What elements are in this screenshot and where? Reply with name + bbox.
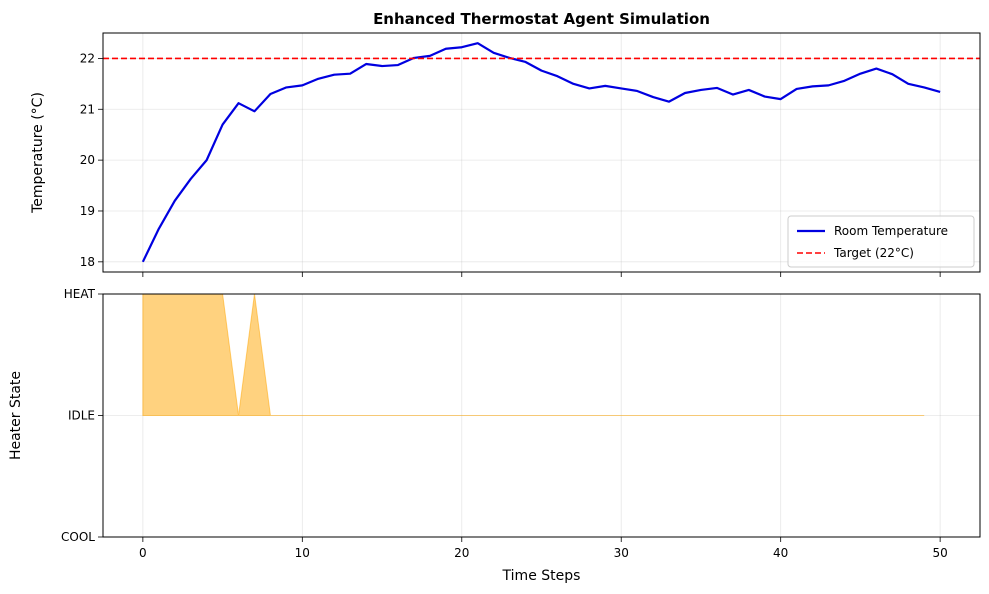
x-tick-label-50: 50 — [932, 546, 947, 560]
temperature-y-tick-label-21: 21 — [80, 102, 95, 116]
temperature-y-tick-label-18: 18 — [80, 255, 95, 269]
x-tick-label-0: 0 — [139, 546, 147, 560]
heater-y-tick-label-cool: COOL — [61, 530, 95, 544]
x-tick-label-40: 40 — [773, 546, 788, 560]
heater-y-tick-label-heat: HEAT — [64, 287, 96, 301]
x-tick-label-30: 30 — [614, 546, 629, 560]
temperature-series — [103, 42, 980, 263]
heater-panel: 0 10 20 30 40 50 COOL IDLE HEAT Heater State Tim… — [8, 287, 981, 584]
chart-title: Enhanced Thermostat Agent Simulation — [373, 10, 710, 28]
heater-ticks: 0 10 20 30 40 50 COOL IDLE HEAT — [61, 287, 948, 560]
heater-state-area — [142, 293, 925, 416]
x-axis-label: Time Steps — [502, 568, 581, 584]
temperature-panel: 18 19 20 21 22 Enhanced Thermostat Agent Sim… — [30, 10, 981, 277]
heater-y-axis-label: Heater State — [8, 371, 24, 460]
x-tick-label-20: 20 — [454, 546, 469, 560]
temperature-plot-frame — [102, 32, 981, 273]
temperature-y-axis-label: Temperature (°C) — [30, 92, 46, 214]
temperature-y-tick-label-22: 22 — [80, 51, 95, 65]
heater-y-tick-label-idle: IDLE — [68, 409, 95, 423]
legend-entry-room-temperature: Room Temperature — [834, 224, 948, 238]
x-tick-label-10: 10 — [295, 546, 310, 560]
heater-series — [142, 293, 925, 416]
legend-entry-target: Target (22°C) — [833, 246, 914, 260]
temperature-y-tick-label-19: 19 — [80, 204, 95, 218]
temperature-ticks: 18 19 20 21 22 — [80, 51, 941, 277]
room-temperature-line — [141, 42, 941, 263]
temperature-y-tick-label-20: 20 — [80, 153, 95, 167]
legend-box — [787, 215, 975, 268]
legend: Room Temperature Target (22°C) — [787, 215, 975, 268]
